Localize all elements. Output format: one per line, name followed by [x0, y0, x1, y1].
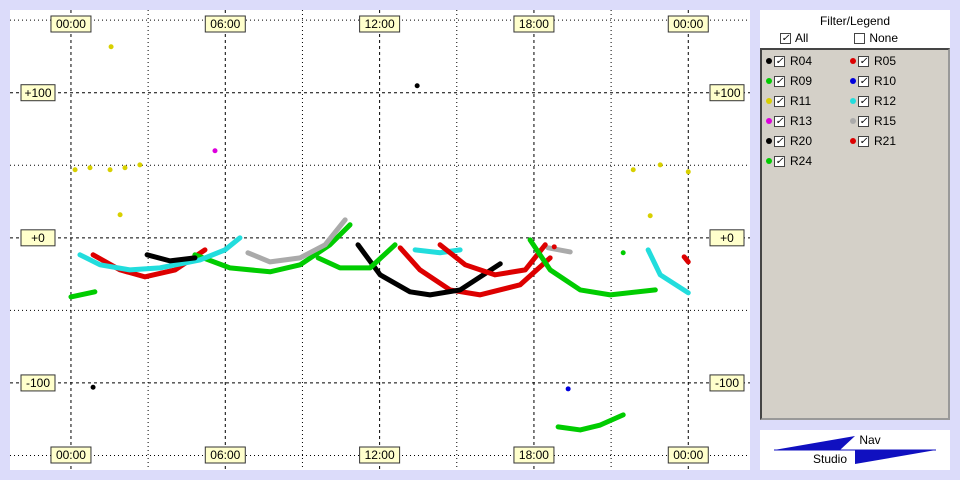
trace [77, 235, 691, 296]
legend-label: R05 [874, 54, 897, 68]
legend-item[interactable]: ✓ R13 [766, 114, 812, 128]
tick-label: 18:00 [519, 17, 549, 31]
logo-bottom: Studio [813, 452, 847, 466]
filter-all-label: All [795, 31, 809, 45]
tick-box [50, 446, 92, 464]
tick-box [513, 15, 555, 33]
legend-label: R04 [790, 54, 813, 68]
legend-title: Filter/Legend [819, 14, 891, 28]
legend-checkbox[interactable]: ✓ [858, 95, 869, 107]
tick-box [709, 84, 745, 102]
filter-none-label: None [869, 31, 899, 45]
legend-swatch [766, 118, 772, 124]
legend-label: R21 [874, 134, 897, 148]
legend-item[interactable]: ✓ R15 [850, 114, 896, 128]
legend-checkbox[interactable]: ✓ [774, 155, 785, 167]
tick-label: +100 [713, 86, 740, 100]
tick-label: +100 [24, 86, 51, 100]
tick-box [20, 84, 56, 102]
legend-label: R13 [790, 114, 813, 128]
legend-checkbox[interactable]: ✓ [774, 55, 785, 67]
legend-checkbox[interactable]: ✓ [774, 75, 785, 87]
legend-item[interactable]: ✓ R09 [766, 74, 812, 88]
legend-item[interactable]: ✓ R05 [850, 54, 896, 68]
tick-box [709, 229, 745, 247]
legend-checkbox[interactable]: ✓ [858, 115, 869, 127]
tick-box [513, 446, 555, 464]
tick-label: -100 [715, 376, 739, 390]
trace [72, 44, 691, 219]
logo-top: Nav [859, 433, 880, 447]
legend-checkbox[interactable]: ✓ [774, 95, 785, 107]
tick-label: 00:00 [56, 17, 86, 31]
tick-label: 00:00 [56, 448, 86, 462]
tick-label: 12:00 [365, 17, 395, 31]
filter-all[interactable]: ✓ All [780, 31, 809, 45]
legend-swatch [766, 78, 772, 84]
legend-item[interactable]: ✓ R10 [850, 74, 896, 88]
legend-label: R12 [874, 94, 897, 108]
tick-box [204, 446, 246, 464]
legend-item[interactable]: ✓ R12 [850, 94, 896, 108]
legend-item[interactable]: ✓ R04 [766, 54, 812, 68]
legend-swatch [766, 138, 772, 144]
logo: Nav Studio [760, 430, 950, 470]
tick-box [667, 15, 709, 33]
tick-label: 06:00 [210, 17, 240, 31]
tick-label: 00:00 [673, 448, 703, 462]
tick-box [50, 15, 92, 33]
tick-label: -100 [26, 376, 50, 390]
tick-label: +0 [31, 231, 45, 245]
legend-swatch [850, 58, 856, 64]
tick-label: 12:00 [365, 448, 395, 462]
tick-box [20, 374, 56, 392]
legend-item[interactable]: ✓ R20 [766, 134, 812, 148]
tick-box [667, 446, 709, 464]
legend-checkbox[interactable]: ✓ [858, 135, 869, 147]
legend-checkbox[interactable]: ✓ [774, 115, 785, 127]
legend-checkbox[interactable]: ✓ [858, 55, 869, 67]
legend-swatch [850, 138, 856, 144]
legend-checkbox[interactable]: ✓ [774, 135, 785, 147]
legend-swatch [766, 58, 772, 64]
trace [315, 237, 658, 433]
filter-row: ✓ All None [760, 31, 950, 45]
trace [144, 242, 503, 298]
legend-list: ✓ R04 ✓ R05 ✓ R09 ✓ R10 ✓ R11 ✓ R12 ✓ R13 ✓ R15 ✓ R20 ✓ R21… [760, 48, 950, 420]
tick-box [359, 15, 401, 33]
legend-label: R10 [874, 74, 897, 88]
legend-label: R20 [790, 134, 813, 148]
legend-panel: Filter/Legend ✓ All None ✓ R04 ✓ R05 ✓ R09 ✓ R10… [760, 10, 950, 420]
legend-swatch [850, 118, 856, 124]
legend-swatch [850, 78, 856, 84]
legend-swatch [850, 98, 856, 104]
legend-swatch [766, 158, 772, 164]
legend-item[interactable]: ✓ R21 [850, 134, 896, 148]
legend-label: R09 [790, 74, 813, 88]
trace [245, 217, 573, 265]
tick-label: 18:00 [519, 448, 549, 462]
tick-box [709, 374, 745, 392]
trace [90, 83, 420, 390]
legend-item[interactable]: ✓ R24 [766, 154, 812, 168]
tick-box [20, 229, 56, 247]
tick-label: 00:00 [673, 17, 703, 31]
legend-item[interactable]: ✓ R11 [766, 94, 811, 108]
tick-box [359, 446, 401, 464]
legend-label: R11 [790, 94, 812, 108]
filter-none[interactable]: None [854, 31, 898, 45]
tick-label: 06:00 [210, 448, 240, 462]
trace [68, 222, 353, 300]
tick-label: +0 [720, 231, 734, 245]
legend-label: R15 [874, 114, 897, 128]
legend-label: R24 [790, 154, 813, 168]
legend-checkbox[interactable]: ✓ [858, 75, 869, 87]
logo-graphic: Nav Studio [774, 433, 936, 466]
legend-swatch [766, 98, 772, 104]
tick-box [204, 15, 246, 33]
trace [437, 242, 691, 278]
